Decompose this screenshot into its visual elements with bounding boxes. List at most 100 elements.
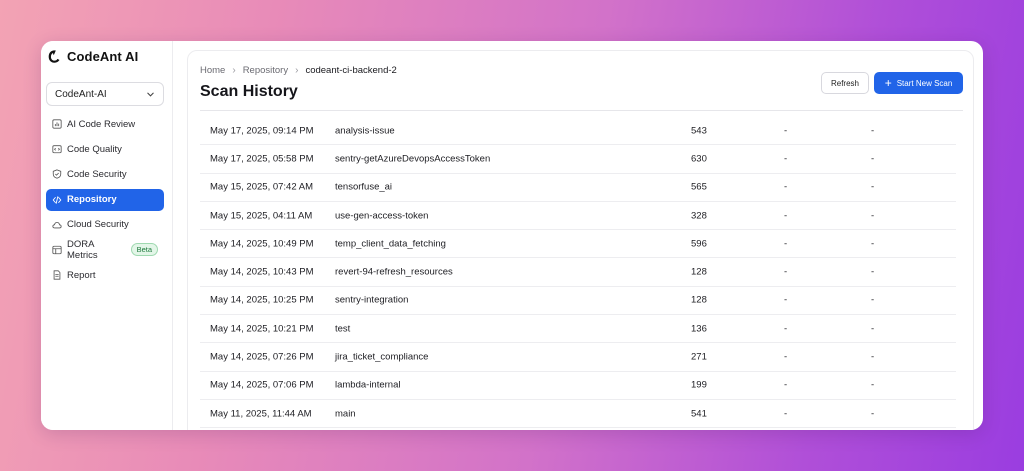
scan-branch: analysis-issue (335, 125, 395, 137)
scan-count: 328 (691, 210, 707, 222)
scan-col5: - (871, 408, 875, 420)
sidebar-item-code-quality[interactable]: Code Quality (46, 138, 164, 160)
beta-badge: Beta (130, 243, 158, 257)
scan-date: May 14, 2025, 10:21 PM (210, 323, 314, 335)
table-row[interactable]: May 14, 2025, 10:49 PM temp_client_data_f… (200, 230, 956, 259)
sidebar-item-repository[interactable]: Repository (46, 188, 164, 211)
scan-branch: main (335, 408, 356, 420)
scan-date: May 11, 2025, 11:44 AM (210, 408, 312, 420)
scan-branch: jira_ticket_compliance (335, 351, 429, 363)
scan-count: 128 (691, 266, 707, 278)
main-panel: Home › Repository › codeant-ci-backend-2… (187, 50, 974, 430)
sidebar-item-label: Code Security (67, 168, 127, 180)
sidebar-item-label: Repository (67, 194, 117, 206)
chevron-down-icon (147, 92, 154, 97)
cloud-icon (52, 221, 62, 229)
code-box-icon (52, 145, 62, 154)
scan-col4: - (784, 181, 788, 193)
sidebar-item-label: Report (67, 269, 96, 281)
chart-box-icon (52, 119, 62, 129)
scan-branch: revert-94-refresh_resources (335, 266, 453, 278)
scan-count: 541 (691, 408, 707, 420)
breadcrumb-repository[interactable]: Repository (242, 65, 289, 76)
table-row[interactable]: May 15, 2025, 04:11 AM use-gen-access-tok… (200, 202, 956, 231)
refresh-button[interactable]: Refresh (821, 72, 869, 94)
scan-date: May 14, 2025, 10:25 PM (210, 294, 314, 306)
scan-date: May 14, 2025, 10:43 PM (210, 266, 314, 278)
scan-col4: - (784, 125, 788, 137)
scan-count: 565 (691, 181, 707, 193)
scan-col4: - (784, 294, 788, 306)
sidebar-item-ai-code-review[interactable]: AI Code Review (46, 113, 164, 135)
sidebar-nav: AI Code Review Code Quality Code Securit… (46, 113, 164, 289)
sidebar-item-label: DORA Metrics (67, 238, 98, 261)
scan-date: May 14, 2025, 10:49 PM (210, 238, 314, 250)
app-window: CodeAnt AI CodeAnt-AI AI Code Review Cod… (41, 41, 983, 430)
scan-col4: - (784, 238, 788, 250)
breadcrumb-home[interactable]: Home (200, 65, 226, 76)
scan-count: 271 (691, 351, 707, 363)
chevron-right-icon: › (295, 65, 299, 76)
scan-col4: - (784, 323, 788, 335)
sidebar-item-label: AI Code Review (67, 118, 136, 130)
scan-count: 543 (691, 125, 707, 137)
org-select-value: CodeAnt-AI (55, 88, 107, 100)
scan-branch: temp_client_data_fetching (335, 238, 446, 250)
brand-name: CodeAnt AI (67, 49, 139, 64)
sidebar-item-label: Code Quality (67, 143, 122, 155)
table-row[interactable]: May 11, 2025, 11:44 AM main 541 - - (200, 400, 956, 429)
table-row[interactable]: May 14, 2025, 10:21 PM test 136 - - (200, 315, 956, 344)
scan-col4: - (784, 210, 788, 222)
document-icon (53, 270, 61, 280)
plus-icon: + (884, 76, 892, 90)
sidebar-item-report[interactable]: Report (46, 264, 164, 286)
scan-date: May 15, 2025, 07:42 AM (210, 181, 313, 193)
sidebar-item-cloud-security[interactable]: Cloud Security (46, 214, 164, 236)
table-row[interactable]: May 14, 2025, 10:43 PM revert-94-refresh_… (200, 258, 956, 287)
scan-count: 596 (691, 238, 707, 250)
scan-history-table: May 17, 2025, 09:14 PM analysis-issue 543 -… (200, 117, 956, 429)
breadcrumb: Home › Repository › codeant-ci-backend-2 (200, 65, 397, 76)
table-row[interactable]: May 14, 2025, 07:06 PM lambda-internal 199… (200, 372, 956, 400)
scan-branch: sentry-integration (335, 294, 409, 306)
scan-col5: - (871, 238, 875, 250)
scan-count: 136 (691, 323, 707, 335)
scan-col5: - (871, 323, 875, 335)
table-row[interactable]: May 17, 2025, 09:14 PM analysis-issue 543 -… (200, 117, 956, 146)
table-row[interactable]: May 14, 2025, 10:25 PM sentry-integration… (200, 287, 956, 316)
scan-col4: - (784, 408, 788, 420)
page-title: Scan History (200, 83, 298, 100)
scan-date: May 15, 2025, 04:11 AM (210, 210, 313, 222)
table-row[interactable]: May 15, 2025, 07:42 AM tensorfuse_ai 565 - - (200, 174, 956, 202)
scan-col5: - (871, 351, 875, 363)
sidebar: CodeAnt AI CodeAnt-AI AI Code Review Cod… (41, 41, 173, 430)
org-select[interactable]: CodeAnt-AI (46, 82, 164, 106)
chevron-right-icon: › (232, 65, 236, 76)
scan-col5: - (871, 379, 875, 391)
scan-date: May 14, 2025, 07:26 PM (210, 351, 314, 363)
sidebar-item-dora-metrics[interactable]: DORA Metrics Beta (46, 239, 164, 261)
scan-branch: sentry-getAzureDevopsAccessToken (335, 153, 491, 165)
brand[interactable]: CodeAnt AI (47, 49, 138, 64)
scan-count: 199 (691, 379, 707, 391)
scan-branch: tensorfuse_ai (335, 181, 393, 193)
codeant-logo-icon (48, 50, 60, 63)
scan-branch: use-gen-access-token (335, 210, 429, 222)
table-row[interactable]: May 14, 2025, 07:26 PM jira_ticket_compli… (200, 343, 956, 372)
scan-col4: - (784, 379, 788, 391)
table-row[interactable]: May 17, 2025, 05:58 PM sentry-getAzureDev… (200, 145, 956, 174)
scan-branch: lambda-internal (335, 379, 401, 391)
scan-col5: - (871, 294, 875, 306)
scan-col5: - (871, 153, 875, 165)
scan-col5: - (871, 125, 875, 137)
scan-count: 128 (691, 294, 707, 306)
start-new-scan-button[interactable]: + Start New Scan (874, 72, 963, 94)
scan-date: May 17, 2025, 09:14 PM (210, 125, 314, 137)
scan-col4: - (784, 266, 788, 278)
dashboard-icon (52, 245, 62, 255)
scan-col5: - (871, 266, 875, 278)
scan-count: 630 (691, 153, 707, 165)
shield-check-icon (52, 169, 62, 179)
sidebar-item-code-security[interactable]: Code Security (46, 163, 164, 185)
scan-col4: - (784, 351, 788, 363)
